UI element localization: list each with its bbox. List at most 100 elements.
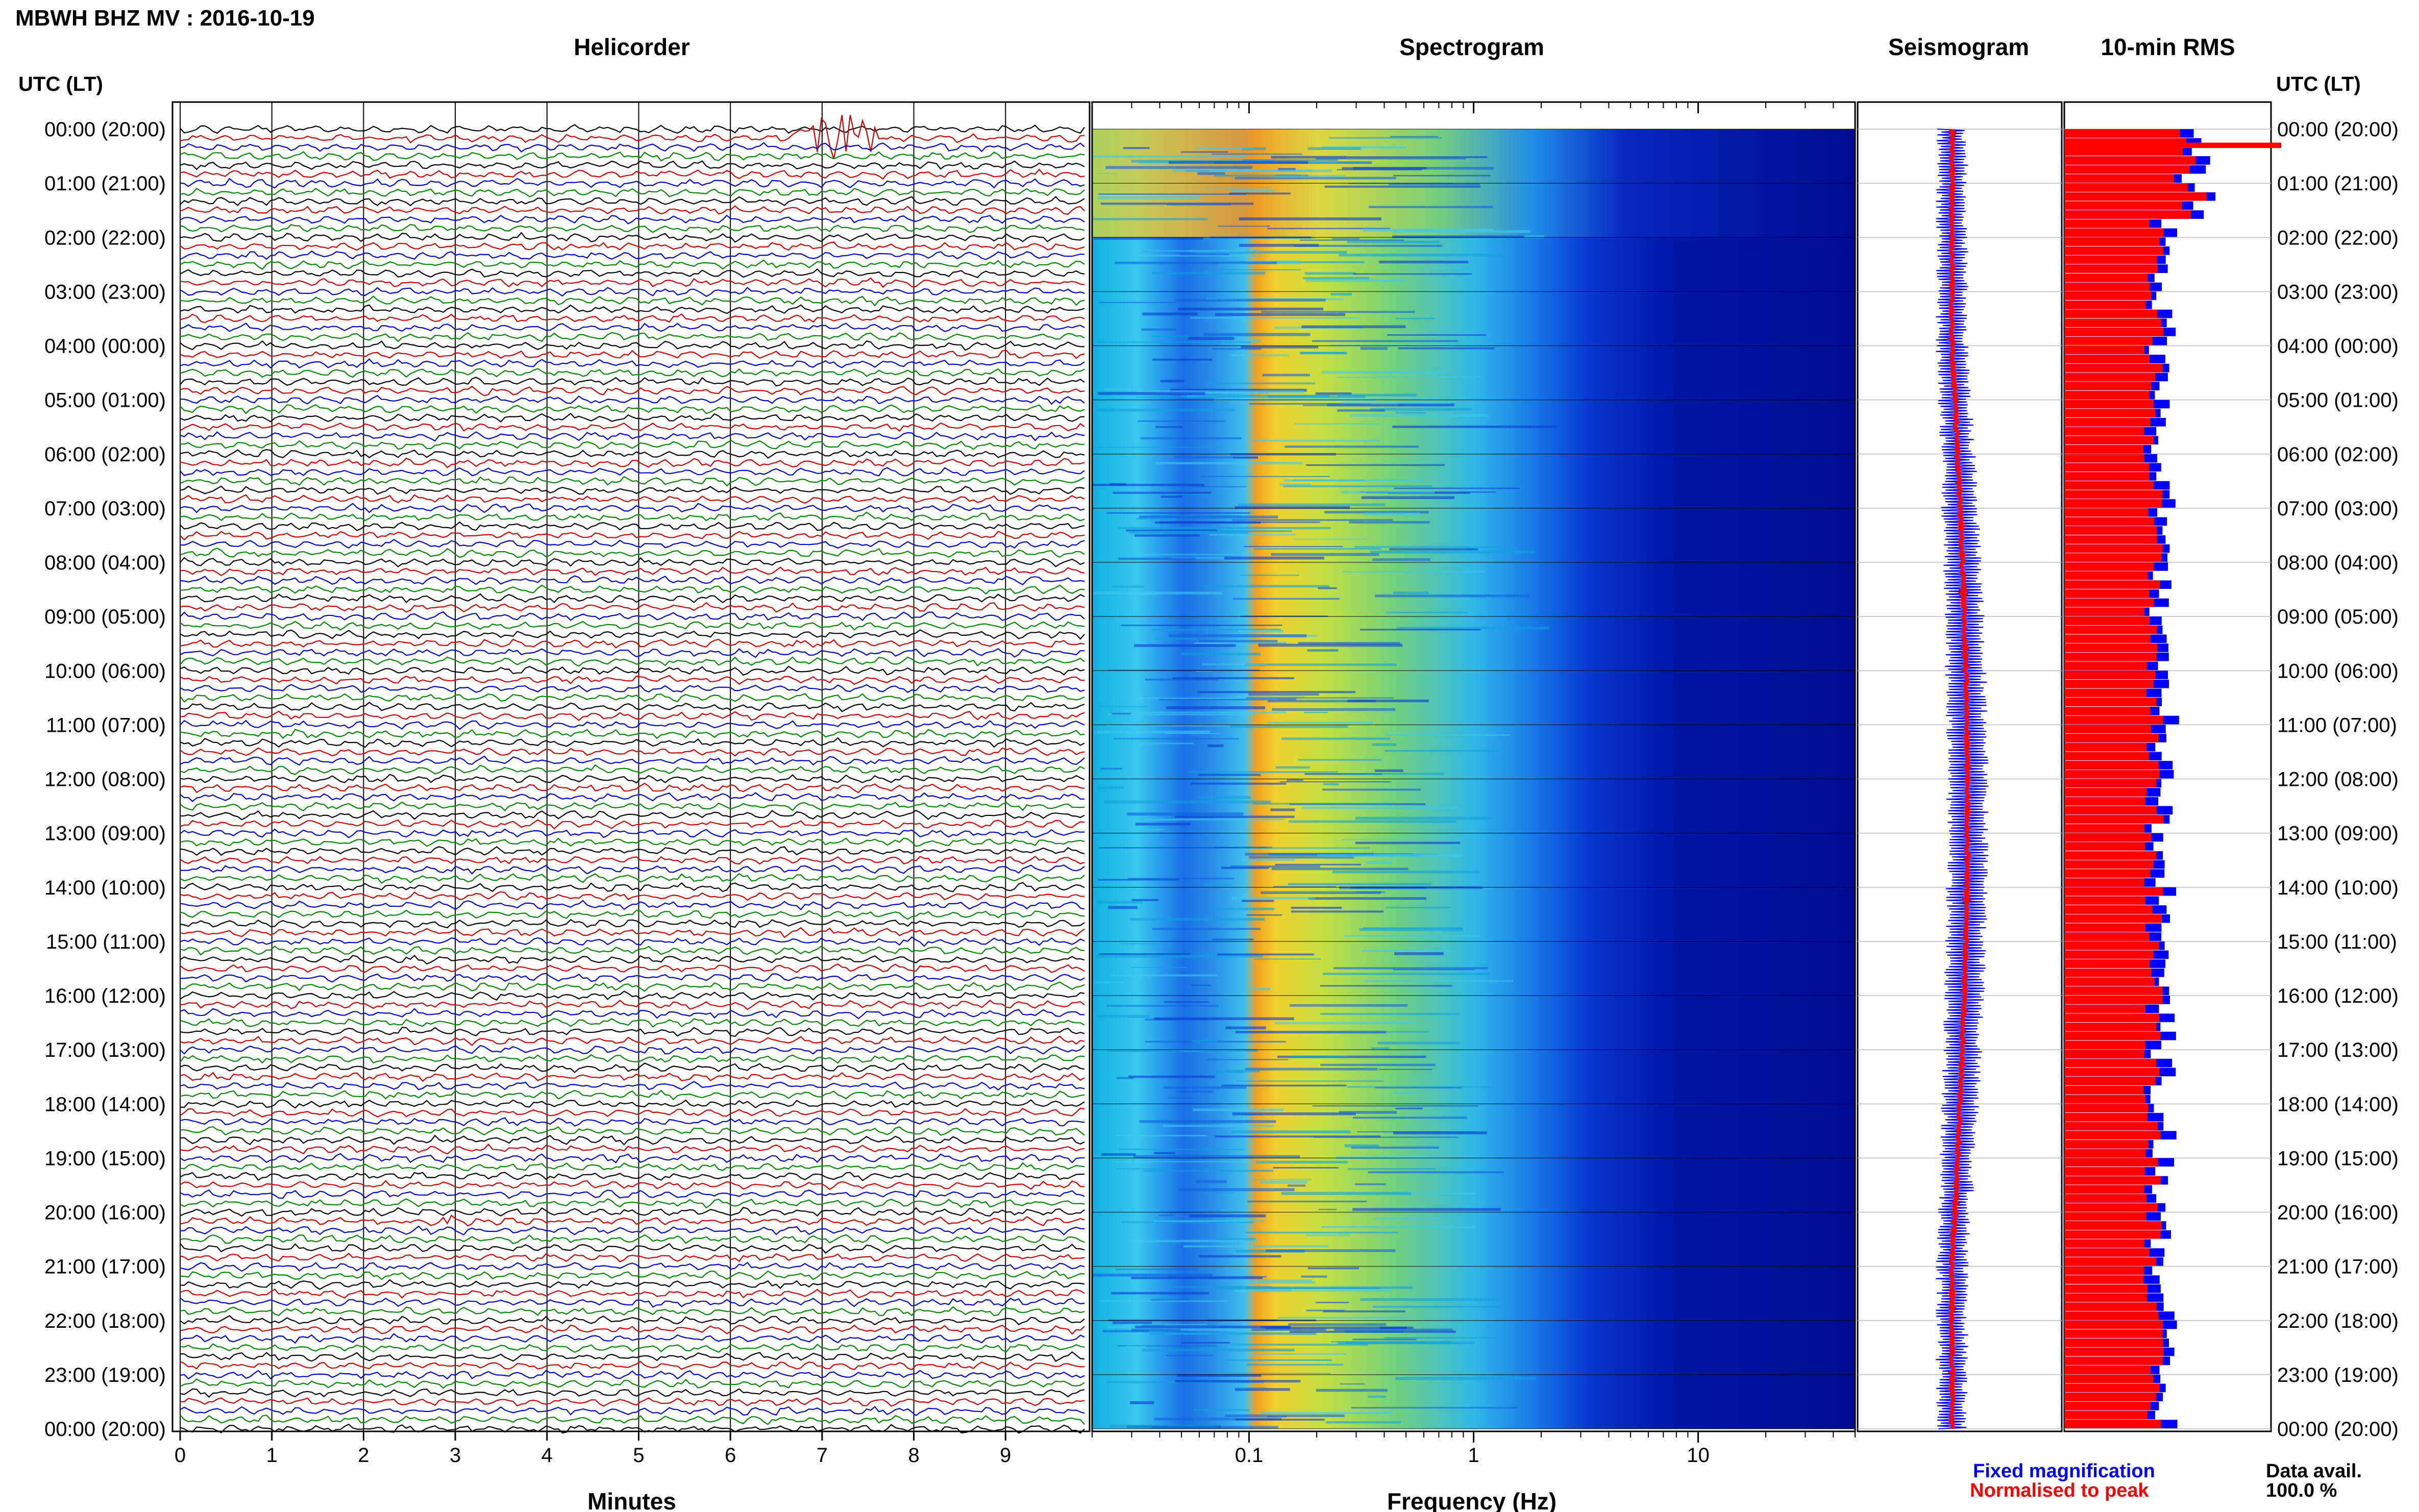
rms-bar-normalised bbox=[2064, 282, 2150, 291]
spectrogram-streak bbox=[1244, 546, 1343, 548]
rms-bar-normalised bbox=[2064, 508, 2149, 517]
spectrogram-streak bbox=[1181, 1342, 1230, 1344]
helicorder-trace bbox=[180, 990, 1085, 1001]
helicorder-trace bbox=[180, 467, 1085, 477]
spectrogram-streak bbox=[1334, 967, 1488, 970]
spectrogram-streak bbox=[1160, 521, 1320, 523]
spectrogram-streak bbox=[1347, 240, 1440, 243]
time-label-left: 18:00 (14:00) bbox=[44, 1093, 166, 1116]
spectrogram-streak bbox=[1378, 1069, 1432, 1070]
spectrogram-streak bbox=[1245, 663, 1397, 666]
spectrogram-streak bbox=[1167, 1097, 1195, 1099]
spectrogram-streak bbox=[1281, 737, 1390, 740]
time-label-right: 15:00 (11:00) bbox=[2277, 931, 2397, 953]
rms-bar-normalised bbox=[2064, 643, 2157, 652]
spectrogram-streak bbox=[1200, 476, 1330, 477]
spectrogram-streak bbox=[1245, 1231, 1399, 1234]
rms-bar-normalised bbox=[2064, 905, 2153, 914]
spectrogram-streak bbox=[1230, 725, 1348, 728]
spectrogram-streak bbox=[1352, 1339, 1417, 1341]
spectrogram-streak bbox=[1370, 551, 1536, 554]
spectrogram-streak bbox=[1143, 1170, 1274, 1172]
spectrogram-streak bbox=[1195, 671, 1213, 672]
time-label-right: 20:00 (16:00) bbox=[2277, 1202, 2399, 1224]
rms-bar-normalised bbox=[2064, 688, 2146, 698]
spectrogram-streak bbox=[1099, 302, 1176, 303]
time-label-left: 17:00 (13:00) bbox=[44, 1039, 166, 1061]
rms-bar-normalised bbox=[2064, 301, 2146, 309]
time-label-right: 10:00 (06:00) bbox=[2277, 660, 2399, 682]
spectrogram-streak bbox=[1374, 594, 1530, 598]
helicorder-trace bbox=[180, 340, 1085, 351]
legend-fixed-magnification: Fixed magnification bbox=[1973, 1460, 2155, 1482]
helicorder-trace bbox=[180, 801, 1085, 811]
spectrogram-streak bbox=[1269, 237, 1316, 239]
spectrogram-streak bbox=[1323, 1310, 1405, 1312]
spectrogram-streak bbox=[1337, 169, 1423, 170]
rms-bar-normalised bbox=[2064, 165, 2190, 174]
helicorder-trace bbox=[180, 864, 1085, 875]
time-label-right: 17:00 (13:00) bbox=[2277, 1039, 2399, 1061]
helicorder-trace bbox=[180, 548, 1085, 558]
rms-bar-normalised bbox=[2064, 806, 2157, 815]
spectrogram-streak bbox=[1350, 414, 1488, 417]
spectrogram-streak bbox=[1241, 1114, 1264, 1116]
spectrogram-streak bbox=[1127, 812, 1244, 816]
spectrogram-streak bbox=[1161, 495, 1183, 498]
helicorder-trace bbox=[180, 1214, 1085, 1227]
spectrogram-streak bbox=[1270, 808, 1295, 811]
spectrogram-streak bbox=[1265, 1326, 1408, 1329]
spectrogram-streak bbox=[1277, 1055, 1426, 1058]
spectrogram-streak bbox=[1281, 1192, 1411, 1195]
spectrogram-streak bbox=[1287, 779, 1303, 781]
spectrogram-streak bbox=[1235, 1419, 1325, 1421]
spectrogram-streak bbox=[1360, 346, 1388, 350]
spectrogram-streak bbox=[1155, 426, 1183, 428]
spectrogram-streak bbox=[1172, 169, 1332, 172]
helicorder-tick-label: 3 bbox=[450, 1444, 461, 1467]
spectrogram-streak bbox=[1320, 1013, 1460, 1015]
spectrogram-streak bbox=[1138, 390, 1304, 393]
rms-bar-normalised bbox=[2064, 1203, 2158, 1212]
spectrogram-streak bbox=[1152, 358, 1213, 361]
spectrogram-streak bbox=[1138, 711, 1287, 714]
spectrogram-streak bbox=[1242, 147, 1266, 151]
helicorder-trace bbox=[180, 1035, 1085, 1047]
rms-bar-normalised bbox=[2064, 1239, 2144, 1248]
spectrogram-streak bbox=[1093, 447, 1222, 448]
spectrogram-streak bbox=[1374, 1218, 1443, 1219]
spectrogram-streak bbox=[1164, 1086, 1247, 1089]
helicorder-trace bbox=[180, 593, 1085, 604]
helicorder-trace bbox=[180, 1279, 1085, 1290]
spectrogram-streak bbox=[1320, 1063, 1436, 1066]
panel-title-helicorder: Helicorder bbox=[574, 34, 690, 60]
spectrogram-streak bbox=[1305, 279, 1404, 282]
spectrogram-streak bbox=[1205, 1193, 1235, 1194]
rms-bar-normalised bbox=[2064, 1131, 2161, 1139]
rms-bar-normalised bbox=[2064, 941, 2159, 950]
helicorder-trace bbox=[180, 322, 1085, 332]
helicorder-trace bbox=[180, 919, 1085, 929]
spectrogram-streak bbox=[1172, 557, 1231, 559]
rms-bar-normalised bbox=[2064, 1112, 2148, 1122]
data-availability-value: 100.0 % bbox=[2266, 1480, 2337, 1501]
spectrogram-streak bbox=[1214, 175, 1309, 177]
spectrogram-streak bbox=[1362, 950, 1455, 952]
spectrogram-streak bbox=[1336, 376, 1481, 378]
helicorder-tick-label: 6 bbox=[725, 1444, 736, 1467]
time-label-left: 04:00 (00:00) bbox=[44, 335, 166, 358]
helicorder-trace bbox=[180, 404, 1085, 414]
spectrogram-streak bbox=[1316, 1302, 1349, 1303]
spectrogram-streak bbox=[1236, 696, 1305, 699]
helicorder-trace bbox=[180, 981, 1085, 992]
spectrogram-streak bbox=[1324, 185, 1481, 188]
rms-bar-normalised bbox=[2064, 761, 2159, 770]
time-label-left: 05:00 (01:00) bbox=[44, 389, 166, 412]
spectrogram-streak bbox=[1218, 226, 1270, 227]
spectrogram-streak bbox=[1378, 260, 1469, 264]
spectrogram-streak bbox=[1275, 863, 1361, 865]
helicorder-trace bbox=[180, 1062, 1085, 1073]
helicorder-trace bbox=[180, 485, 1085, 495]
helicorder-trace bbox=[180, 1423, 1085, 1434]
spectrogram-streak bbox=[1199, 640, 1278, 642]
